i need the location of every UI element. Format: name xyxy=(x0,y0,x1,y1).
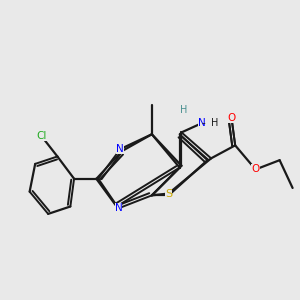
Text: S: S xyxy=(165,188,172,199)
Text: O: O xyxy=(251,164,260,174)
Text: H: H xyxy=(180,105,187,115)
Text: -: - xyxy=(201,118,205,128)
Text: O: O xyxy=(227,112,236,123)
Text: Cl: Cl xyxy=(36,131,47,141)
Text: H: H xyxy=(211,118,219,128)
Text: N: N xyxy=(198,118,206,128)
Text: N: N xyxy=(116,144,124,154)
Text: N: N xyxy=(115,203,122,213)
